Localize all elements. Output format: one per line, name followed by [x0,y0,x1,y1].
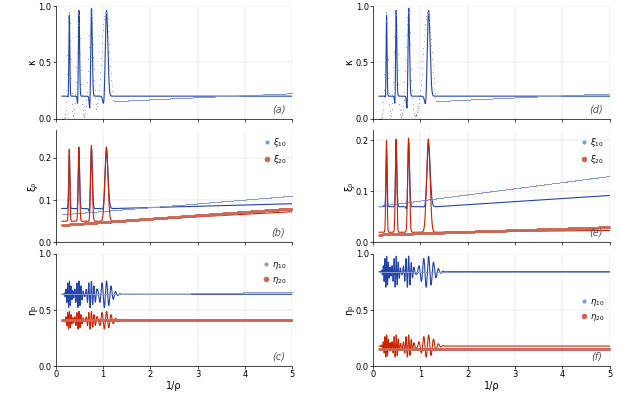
Legend: $\xi_{10}$, $\xi_{20}$: $\xi_{10}$, $\xi_{20}$ [579,134,605,168]
Text: (c): (c) [272,352,285,362]
Text: (e): (e) [589,228,603,238]
Text: (d): (d) [589,104,603,114]
Legend: $\eta_{10}$, $\eta_{20}$: $\eta_{10}$, $\eta_{20}$ [261,258,288,287]
Legend: $\xi_{10}$, $\xi_{20}$: $\xi_{10}$, $\xi_{20}$ [262,134,288,168]
Y-axis label: η₀: η₀ [344,305,354,315]
Text: (f): (f) [592,352,603,362]
Y-axis label: ξ₀: ξ₀ [344,182,354,191]
Y-axis label: κ: κ [344,59,354,65]
Legend: $\eta_{10}$, $\eta_{20}$: $\eta_{10}$, $\eta_{20}$ [579,295,605,325]
Y-axis label: ξ₀: ξ₀ [27,182,37,191]
X-axis label: 1/ρ: 1/ρ [483,381,499,391]
Y-axis label: κ: κ [27,59,37,65]
Text: (b): (b) [272,228,285,238]
X-axis label: 1/ρ: 1/ρ [167,381,182,391]
Text: (a): (a) [272,104,285,114]
Y-axis label: η₀: η₀ [27,305,37,315]
